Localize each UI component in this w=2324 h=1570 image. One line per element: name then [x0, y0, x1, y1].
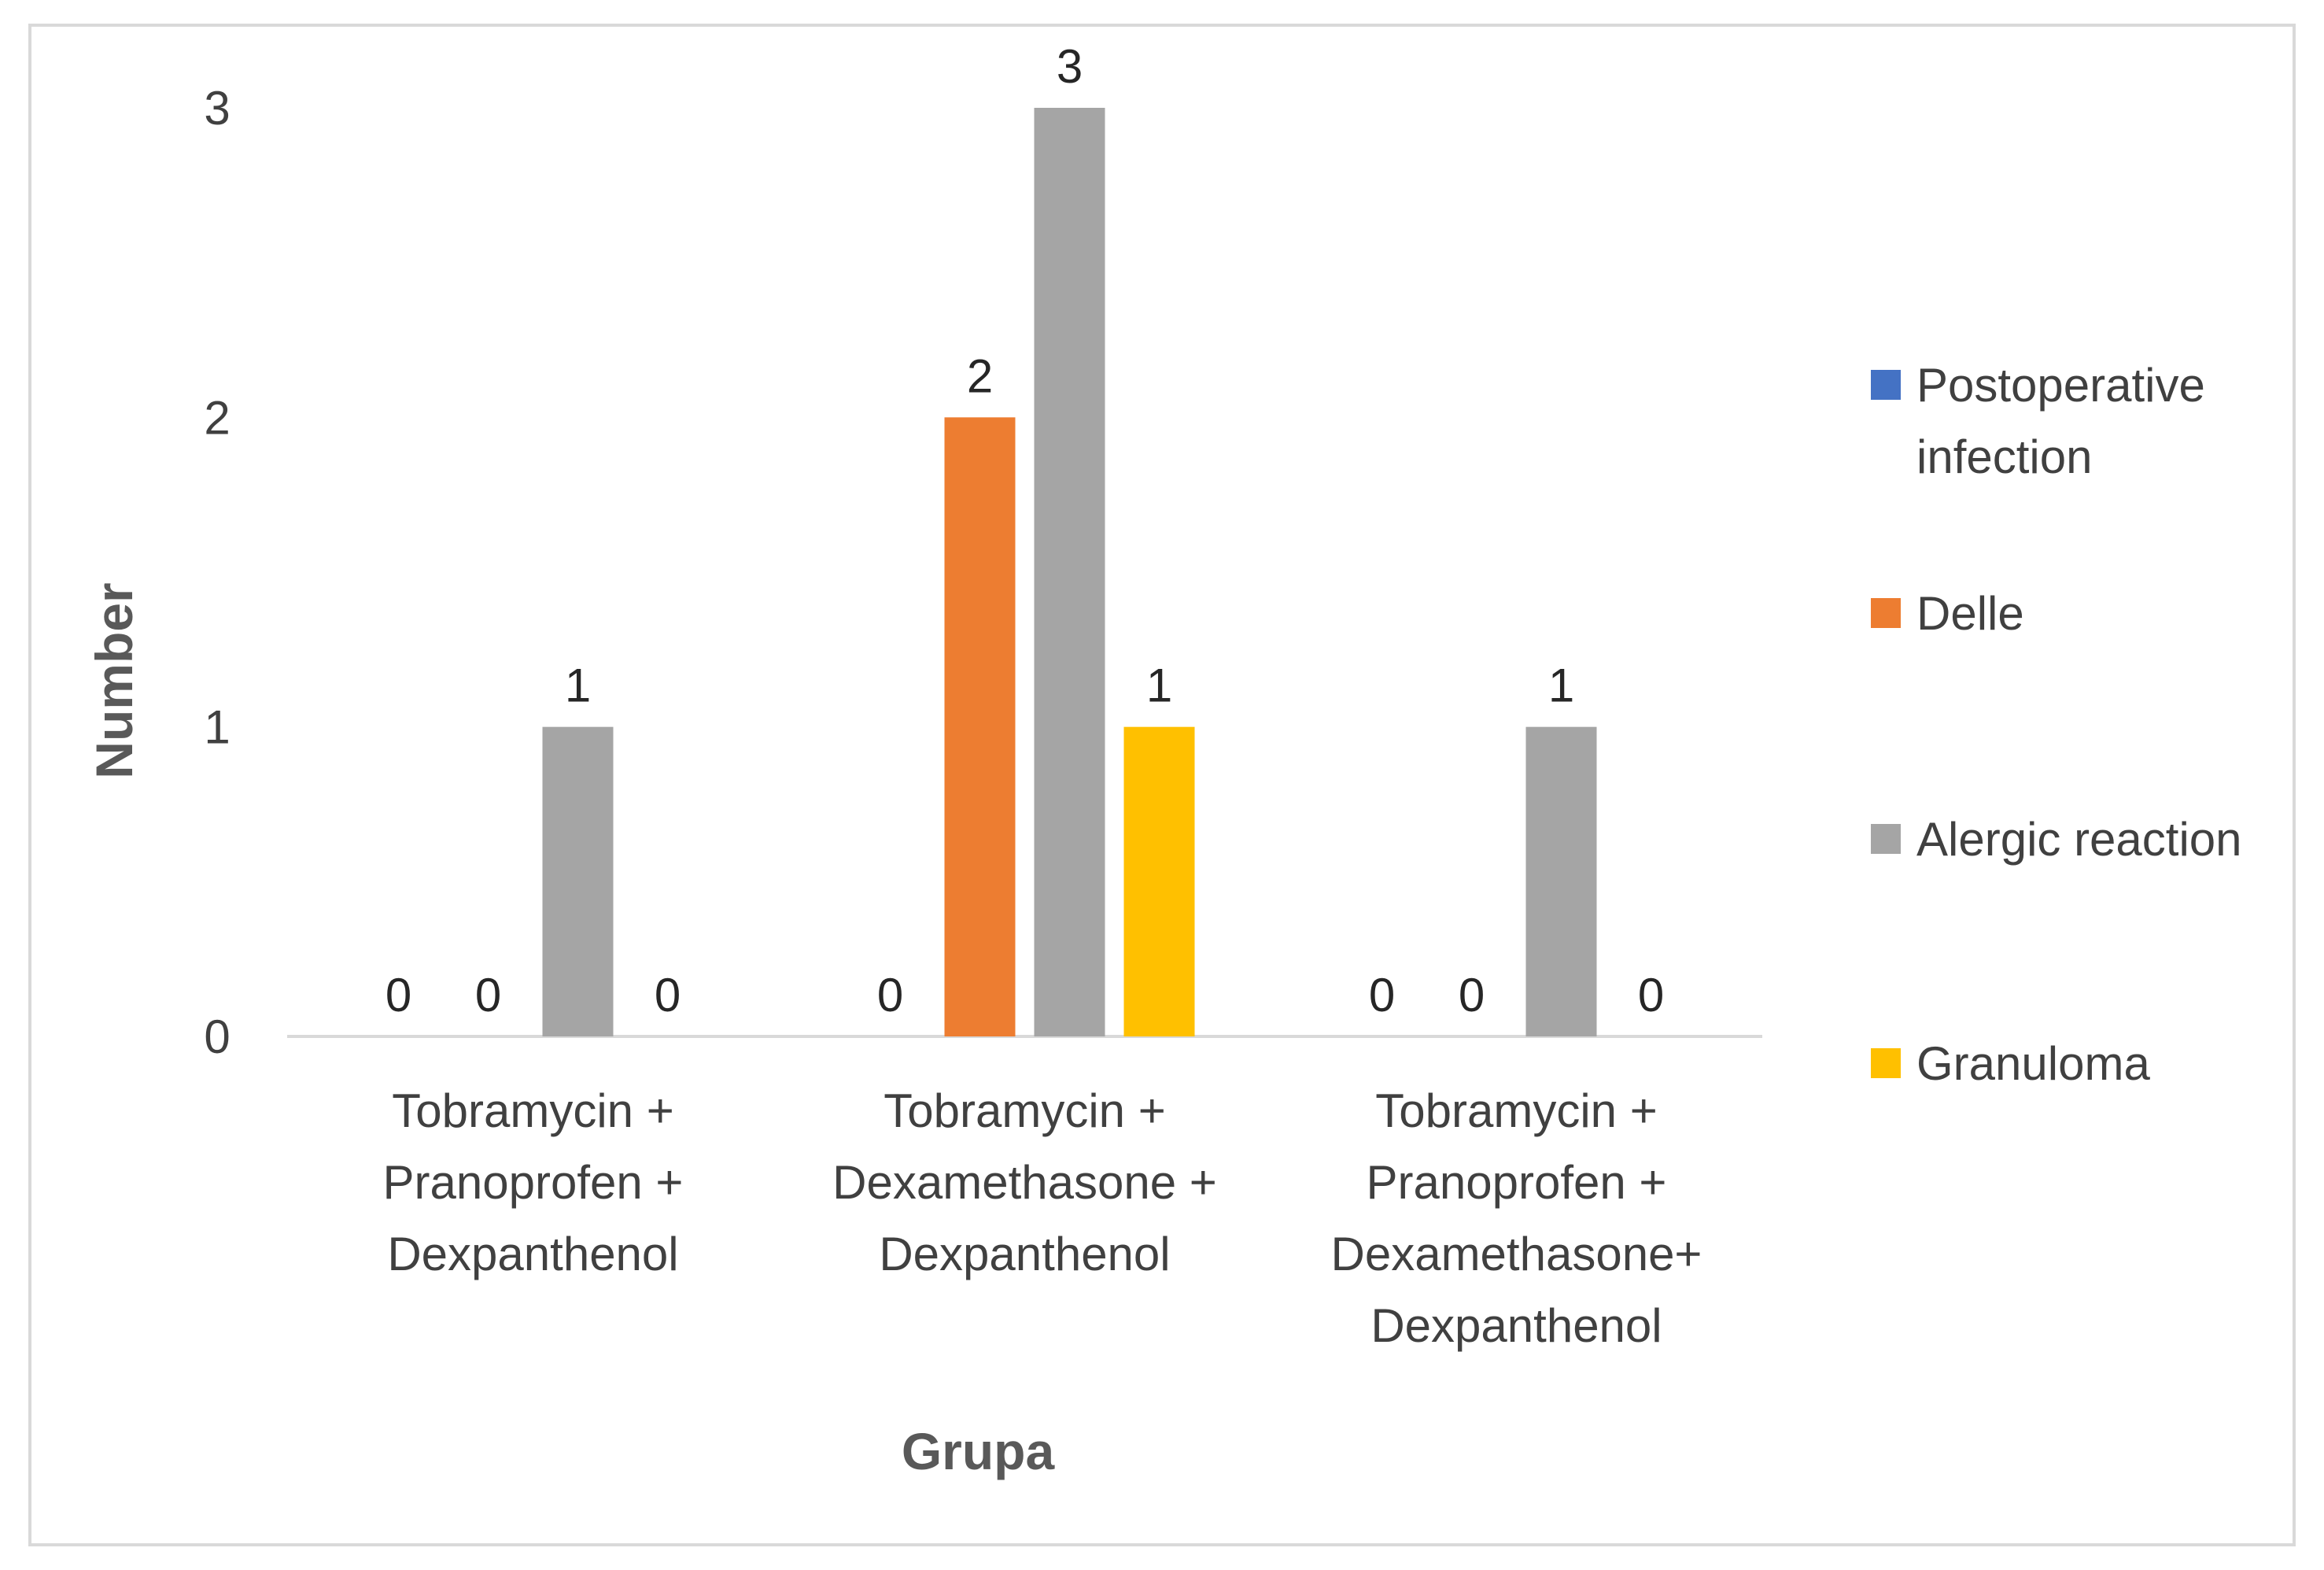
legend-swatch	[1871, 824, 1901, 854]
bar	[1525, 726, 1597, 1036]
data-label: 0	[1369, 969, 1395, 1021]
x-tick-label: Tobramycin + Pranoprofen + Dexpanthenol	[383, 1084, 684, 1280]
bar	[1123, 726, 1195, 1036]
y-tick-label: 1	[204, 701, 230, 754]
bar	[944, 417, 1016, 1036]
data-label: 0	[385, 969, 411, 1021]
legend-label: Alergic reaction	[1916, 813, 2242, 866]
legend: Postoperative infection Delle Alergic react…	[1871, 359, 2242, 1090]
data-label: 0	[1638, 969, 1664, 1021]
data-label: 0	[877, 969, 903, 1021]
legend-label: Delle	[1916, 587, 2024, 640]
data-label: 2	[967, 349, 993, 402]
bar	[542, 726, 614, 1036]
x-axis-tick-labels: Tobramycin + Pranoprofen + Dexpanthenol Tob…	[383, 1084, 1702, 1352]
data-label: 1	[1548, 659, 1574, 712]
legend-label: Granuloma	[1916, 1037, 2150, 1090]
legend-label: Postoperative infection	[1916, 359, 2205, 483]
data-label: 0	[1459, 969, 1485, 1021]
x-axis-title: Grupa	[902, 1422, 1056, 1480]
y-tick-label: 0	[204, 1010, 230, 1063]
y-axis-title: Number	[85, 582, 143, 778]
y-tick-label: 2	[204, 391, 230, 444]
legend-swatch	[1871, 370, 1901, 400]
data-labels: 0 0 1 0 0 2 3 1 0 0 1 0	[385, 40, 1664, 1021]
x-tick-label: Tobramycin + Dexamethasone + Dexpanthenol	[832, 1084, 1217, 1280]
y-tick-label: 3	[204, 82, 230, 135]
data-label: 1	[565, 659, 591, 712]
x-tick-label: Tobramycin + Pranoprofen + Dexamethasone+ D…	[1331, 1084, 1702, 1352]
data-label: 0	[655, 969, 681, 1021]
data-label: 3	[1057, 40, 1083, 93]
data-label: 0	[475, 969, 501, 1021]
legend-swatch	[1871, 598, 1901, 628]
y-axis-ticks: 0 1 2 3	[204, 82, 230, 1063]
bars	[542, 108, 1597, 1036]
legend-swatch	[1871, 1048, 1901, 1078]
data-label: 1	[1146, 659, 1172, 712]
bar	[1034, 108, 1105, 1036]
